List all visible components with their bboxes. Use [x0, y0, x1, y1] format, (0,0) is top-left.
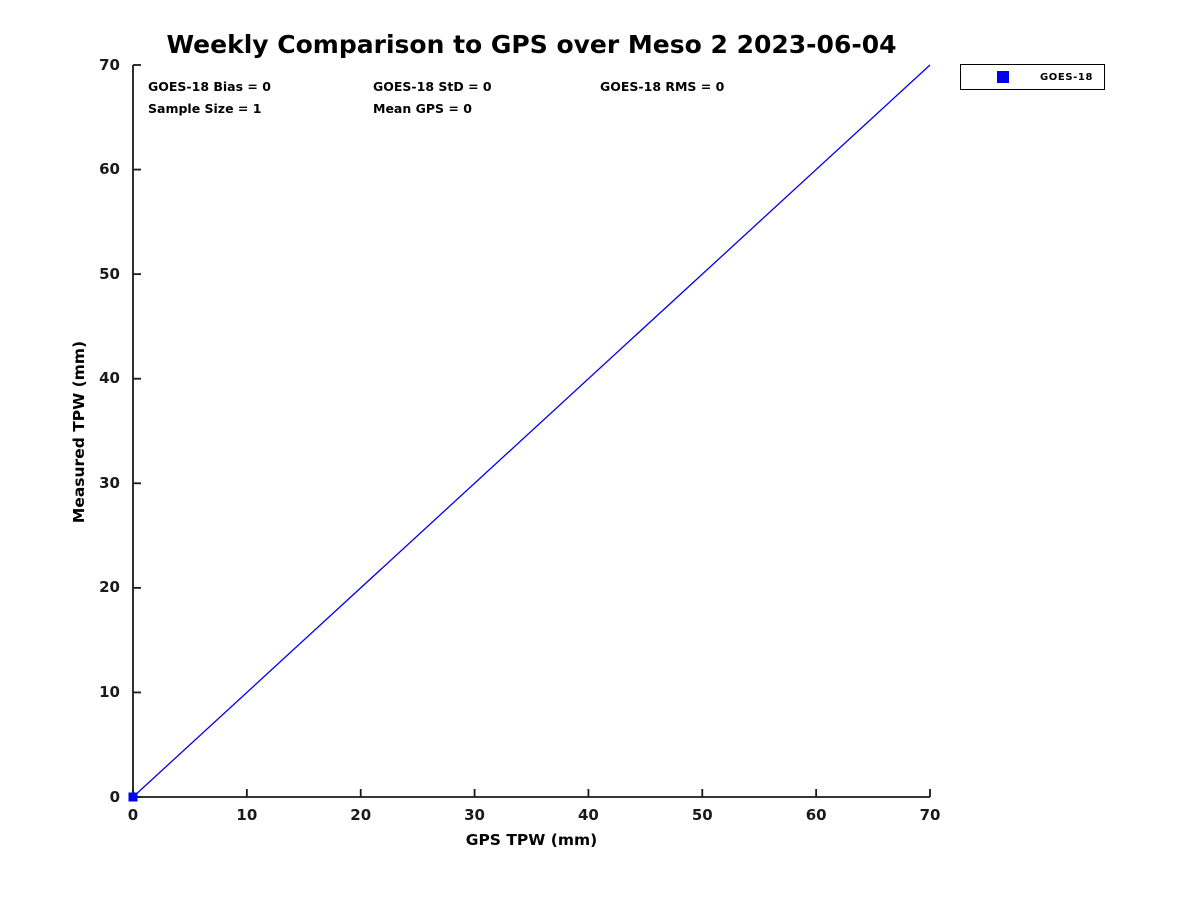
y-tick-label: 50 — [99, 264, 120, 283]
y-tick-label: 30 — [99, 473, 120, 492]
stat-std: GOES-18 StD = 0 — [373, 79, 492, 94]
legend: GOES-18 — [960, 64, 1105, 90]
x-tick-label: 30 — [464, 806, 485, 824]
stat-mean-gps: Mean GPS = 0 — [373, 101, 472, 116]
y-tick-label: 0 — [109, 787, 120, 806]
legend-marker-square-icon — [997, 71, 1009, 83]
x-tick-label: 10 — [236, 806, 258, 824]
x-tick-label: 0 — [127, 806, 139, 824]
y-tick-label: 70 — [99, 55, 120, 74]
x-tick-label: 60 — [805, 806, 827, 824]
x-tick-label: 40 — [577, 806, 599, 824]
y-tick-label: 60 — [99, 160, 120, 179]
x-axis-label: GPS TPW (mm) — [465, 831, 598, 849]
legend-label: GOES-18 — [1040, 71, 1094, 83]
y-tick-label: 40 — [99, 369, 120, 388]
x-tick-label: 50 — [691, 806, 713, 824]
stat-bias: GOES-18 Bias = 0 — [148, 79, 271, 94]
y-tick-label: 10 — [99, 682, 120, 701]
chart-title: Weekly Comparison to GPS over Meso 2 202… — [166, 30, 897, 59]
y-axis-label: Measured TPW (mm) — [70, 340, 88, 524]
x-tick-label: 20 — [350, 806, 372, 824]
stat-rms: GOES-18 RMS = 0 — [600, 79, 725, 94]
stat-sample-size: Sample Size = 1 — [148, 101, 262, 116]
data-point-marker — [128, 792, 138, 802]
y-tick-label: 20 — [99, 578, 120, 597]
series-one-to-one-line — [132, 64, 931, 798]
x-tick-label: 70 — [919, 806, 941, 824]
